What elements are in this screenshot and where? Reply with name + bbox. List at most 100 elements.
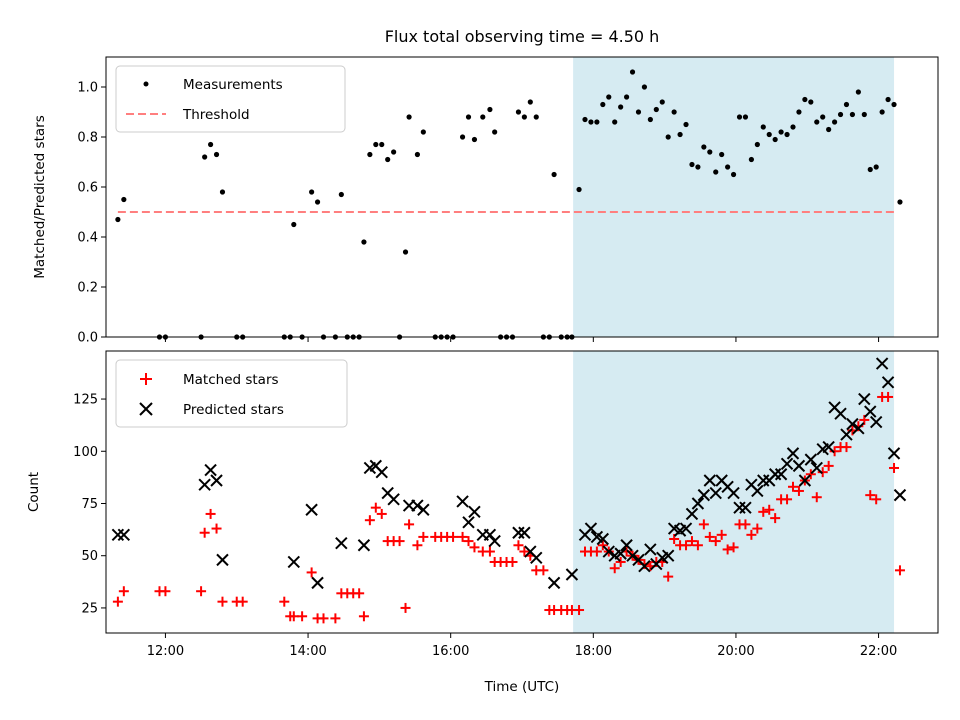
measurement-point xyxy=(861,111,867,118)
y-tick-label: 0.6 xyxy=(77,181,98,196)
y-tick-label: 50 xyxy=(81,549,98,564)
matched-star-points xyxy=(112,391,905,624)
matched-star-point xyxy=(118,586,129,597)
measurement-point xyxy=(588,119,594,125)
matched-star-point xyxy=(211,523,222,534)
measurement-point xyxy=(527,99,533,105)
predicted-star-point xyxy=(335,536,348,550)
matched-star-point xyxy=(823,460,834,471)
predicted-star-point xyxy=(565,568,579,581)
measurement-point xyxy=(391,149,397,155)
measurement-point xyxy=(849,111,856,118)
x-tick-label: 18:00 xyxy=(575,644,612,659)
matched-star-point xyxy=(469,542,480,553)
measurement-point xyxy=(802,96,808,103)
predicted-star-point xyxy=(287,555,301,569)
measurement-point xyxy=(480,114,486,120)
predicted-star-point xyxy=(840,428,853,441)
predicted-star-point xyxy=(751,484,764,498)
measurement-point xyxy=(492,129,498,135)
predicted-star-point xyxy=(584,522,598,535)
legend-measurements-label: Measurements xyxy=(183,77,283,93)
predicted-star-point xyxy=(305,503,318,516)
measurement-point xyxy=(618,104,624,110)
matched-star-point xyxy=(297,611,308,622)
legend-threshold-label: Threshold xyxy=(182,107,250,123)
predicted-star-point xyxy=(117,528,131,542)
measurement-point xyxy=(689,161,695,168)
matched-star-point xyxy=(418,531,429,542)
matched-star-point xyxy=(404,519,415,530)
measurement-point xyxy=(831,119,838,125)
predicted-star-point xyxy=(709,486,722,500)
matched-star-point xyxy=(698,519,709,530)
measurement-point xyxy=(487,106,493,113)
matched-star-point xyxy=(716,529,727,540)
measurement-point xyxy=(837,111,844,118)
matched-star-point xyxy=(400,602,411,613)
matched-star-point xyxy=(463,536,474,547)
matched-star-point xyxy=(370,502,381,513)
matched-star-point xyxy=(237,596,248,607)
predicted-star-point xyxy=(858,392,871,406)
predicted-star-point xyxy=(626,549,639,562)
measurement-point xyxy=(784,131,790,138)
measurement-point xyxy=(843,101,850,108)
measurement-point xyxy=(736,114,743,120)
matched-star-point xyxy=(787,481,798,492)
matched-star-point xyxy=(318,613,329,624)
measurement-point xyxy=(521,114,527,120)
measurement-point xyxy=(647,116,653,123)
measurement-point xyxy=(213,151,220,158)
matched-star-point xyxy=(686,536,697,547)
predicted-star-point xyxy=(739,501,752,514)
measurement-point xyxy=(879,109,885,115)
matched-star-point xyxy=(196,586,207,597)
measurement-point xyxy=(420,129,426,135)
matched-star-point xyxy=(681,540,692,551)
predicted-star-point xyxy=(216,553,229,567)
top-panel: Flux total observing time = 4.50 h 0.00.… xyxy=(32,27,939,346)
measurement-point xyxy=(515,109,522,115)
measurement-point xyxy=(677,131,683,138)
measurement-point xyxy=(671,109,677,115)
measurement-point xyxy=(867,166,873,173)
predicted-star-point xyxy=(679,522,693,535)
measurement-point xyxy=(373,141,379,148)
measurement-point xyxy=(790,124,796,130)
predicted-star-point xyxy=(483,528,497,542)
matched-star-point xyxy=(805,469,816,480)
bottom-plot-frame xyxy=(105,350,939,634)
predicted-star-point xyxy=(727,486,740,500)
predicted-star-point xyxy=(881,376,895,389)
measurement-point xyxy=(897,199,903,205)
measurement-point xyxy=(623,94,630,100)
x-tick-label: 22:00 xyxy=(860,644,897,659)
measurement-point xyxy=(796,109,802,115)
measurement-point xyxy=(820,114,826,120)
predicted-star-point xyxy=(810,461,823,475)
measurement-point xyxy=(338,191,344,198)
matched-star-point xyxy=(448,531,459,542)
measurement-point xyxy=(653,106,659,113)
matched-star-point xyxy=(364,515,375,526)
y-tick-label: 100 xyxy=(73,445,98,460)
matched-star-point xyxy=(740,519,751,530)
measurement-point xyxy=(814,119,820,125)
measurement-point xyxy=(361,239,367,245)
matched-star-point xyxy=(354,588,365,599)
measurement-point xyxy=(891,101,897,108)
matched-star-point xyxy=(817,467,828,478)
x-tick-label: 12:00 xyxy=(147,644,184,659)
predicted-star-point xyxy=(697,488,711,502)
x-tick-label: 14:00 xyxy=(289,644,326,659)
measurement-point xyxy=(707,149,713,155)
legend-predicted-marker xyxy=(139,402,153,416)
predicted-star-point xyxy=(869,415,883,429)
matched-star-point xyxy=(704,531,715,542)
predicted-star-point xyxy=(822,440,835,454)
measurement-point xyxy=(725,164,731,170)
measurement-point xyxy=(576,186,582,193)
measurement-point xyxy=(748,156,754,163)
measurement-point xyxy=(367,151,373,158)
